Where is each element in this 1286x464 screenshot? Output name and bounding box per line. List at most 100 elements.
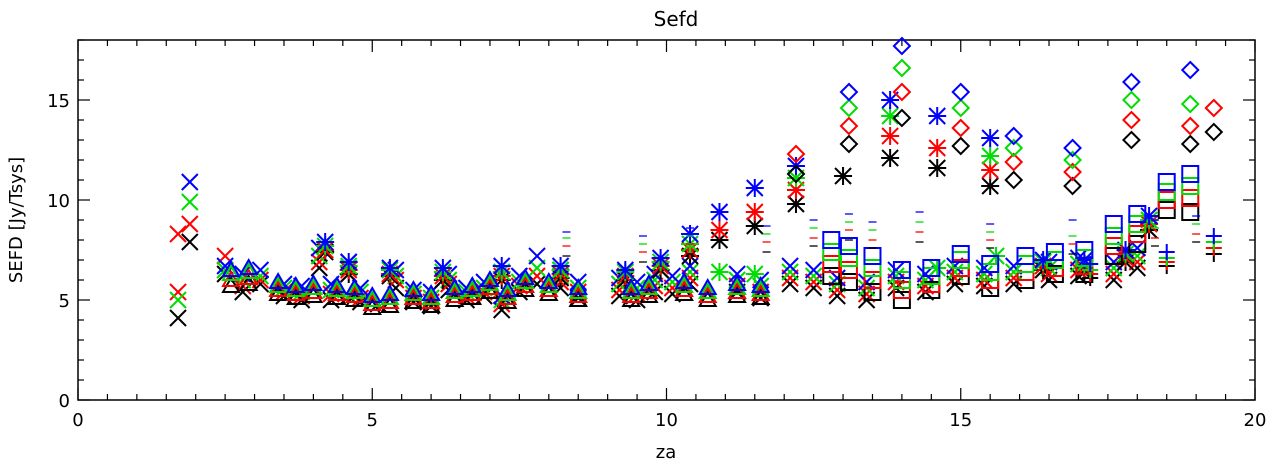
data-point-diamond — [951, 82, 971, 102]
data-point-triangle — [344, 277, 365, 295]
data-point-square — [892, 261, 911, 279]
data-point-star — [834, 167, 853, 185]
data-point-plus — [1158, 244, 1175, 260]
data-point-triangle — [421, 283, 441, 301]
data-point-diamond — [1204, 98, 1224, 118]
data-point-square — [1128, 235, 1147, 253]
data-point-triangle — [568, 277, 588, 295]
data-point-triangle — [238, 261, 259, 279]
data-point-triangle — [380, 283, 400, 301]
data-point-triangle — [497, 283, 518, 301]
data-point-triangle — [403, 283, 424, 301]
axes: 0 5 10 15 20 0 5 10 15 — [47, 39, 1267, 431]
data-point-diamond — [839, 82, 859, 102]
data-point-star — [380, 259, 399, 277]
data-point-diamond — [1204, 122, 1224, 142]
data-point-triangle — [697, 281, 718, 299]
data-point-triangle — [327, 275, 347, 293]
data-point-square — [1181, 177, 1200, 195]
data-point-square — [863, 259, 882, 277]
data-point-square — [1075, 241, 1094, 259]
data-point-triangle — [403, 279, 424, 297]
x-tick-label: 20 — [1244, 410, 1267, 431]
data-point-diamond — [1180, 134, 1200, 154]
data-point-triangle — [327, 279, 347, 297]
data-point-diamond — [892, 36, 912, 56]
data-point-x — [528, 247, 546, 265]
data-point-star — [433, 259, 452, 277]
data-point-triangle — [515, 271, 535, 289]
data-point-square — [1016, 247, 1035, 265]
data-point-diamond — [1180, 60, 1200, 80]
data-point-triangle — [697, 277, 718, 295]
data-point-star — [492, 257, 511, 275]
data-point-star — [981, 147, 1000, 165]
data-point-triangle — [462, 279, 483, 297]
y-tick-label: 10 — [47, 191, 70, 212]
y-tick-label: 5 — [59, 291, 70, 312]
data-point-triangle — [268, 271, 288, 289]
data-point-triangle — [621, 277, 641, 295]
data-point-triangle — [238, 257, 259, 275]
data-point-x — [781, 257, 799, 275]
y-axis-label: SEFD [Jy/Tsys] — [6, 157, 27, 283]
data-point-diamond — [1063, 176, 1082, 196]
data-point-star — [928, 139, 947, 157]
data-point-triangle — [303, 277, 324, 295]
data-point-star — [651, 249, 670, 267]
data-point-triangle — [362, 285, 382, 303]
data-point-star — [710, 203, 729, 221]
data-point-triangle — [362, 289, 382, 307]
data-point-square — [1128, 215, 1147, 233]
data-point-diamond — [1004, 126, 1024, 146]
data-point-triangle — [421, 287, 441, 305]
data-point-triangle — [750, 279, 771, 297]
data-point-triangle — [539, 271, 559, 289]
data-point-plus — [1205, 228, 1222, 244]
data-point-diamond — [1063, 162, 1082, 182]
data-point-triangle — [727, 277, 747, 295]
x-axis-label: za — [656, 442, 676, 463]
data-point-triangle — [268, 275, 288, 293]
chart-title: Sefd — [654, 7, 699, 31]
data-point-square — [1104, 247, 1123, 265]
data-point-triangle — [674, 271, 694, 289]
data-point-star — [551, 257, 570, 275]
data-point-x — [781, 263, 799, 281]
data-point-square — [839, 273, 858, 291]
data-point-triangle — [639, 277, 659, 295]
data-point-square — [1157, 183, 1176, 201]
data-point-square — [822, 231, 841, 249]
data-point-triangle — [515, 267, 535, 285]
data-point-diamond — [1004, 138, 1024, 158]
data-point-triangle — [344, 281, 365, 299]
data-point-triangle — [621, 281, 641, 299]
data-point-diamond — [1063, 150, 1082, 170]
data-point-x — [804, 267, 823, 285]
data-point-square — [1181, 203, 1200, 221]
data-point-triangle — [480, 273, 500, 291]
data-point-x — [946, 263, 964, 281]
data-point-diamond — [839, 116, 859, 136]
data-point-diamond — [1122, 90, 1141, 110]
data-point-square — [822, 255, 841, 273]
x-tick-label: 10 — [655, 410, 678, 431]
data-point-square — [1181, 165, 1200, 183]
data-point-diamond — [1063, 138, 1082, 158]
data-point-diamond — [892, 108, 912, 128]
data-point-diamond — [1004, 170, 1024, 190]
x-tick-label: 0 — [72, 410, 83, 431]
data-point-triangle — [639, 273, 659, 291]
data-point-square — [839, 261, 858, 279]
data-point-square — [822, 243, 841, 261]
x-tick-label: 5 — [367, 410, 378, 431]
data-point-x — [169, 291, 187, 309]
data-point-triangle — [462, 275, 483, 293]
data-point-star — [616, 261, 635, 279]
data-point-triangle — [221, 263, 241, 281]
data-point-diamond — [1180, 94, 1200, 114]
data-point-star — [881, 149, 900, 167]
data-point-triangle — [539, 275, 559, 293]
